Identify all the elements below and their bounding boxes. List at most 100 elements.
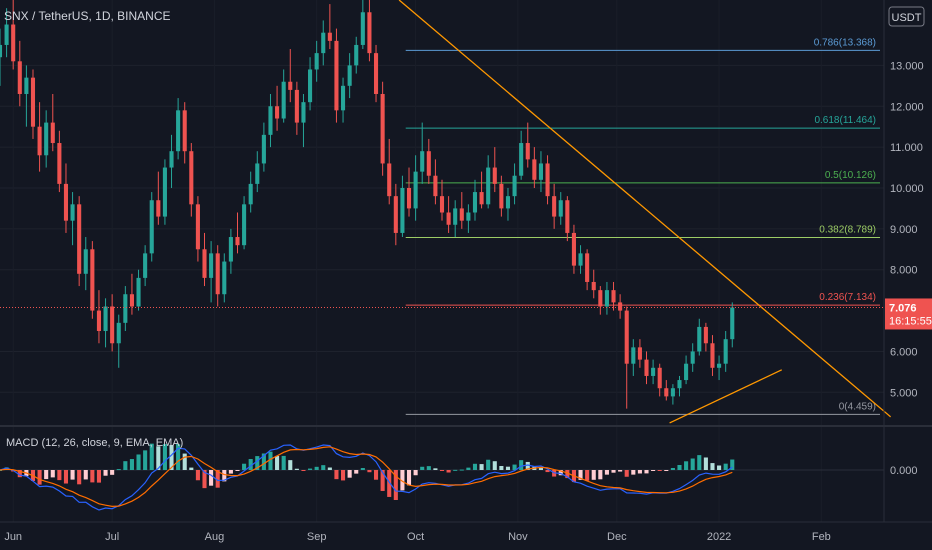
candle-body xyxy=(17,61,22,94)
candle-body xyxy=(268,106,273,135)
macd-histogram-bar xyxy=(710,463,715,470)
macd-histogram-bar xyxy=(235,470,240,471)
candle-body xyxy=(44,122,49,156)
candle-body xyxy=(367,12,372,54)
candle-body xyxy=(420,151,425,172)
candle-body xyxy=(598,290,603,307)
trendlines[interactable] xyxy=(398,0,892,424)
time-axis-label: Jun xyxy=(4,531,22,543)
candle-body xyxy=(723,339,728,364)
price-tag-price: 7.076 xyxy=(889,302,917,314)
trendline[interactable] xyxy=(669,369,783,424)
candle-body xyxy=(294,89,299,123)
candle-body xyxy=(505,196,511,209)
macd-histogram-bar xyxy=(149,443,154,470)
candle-body xyxy=(670,388,675,397)
candle-body xyxy=(426,151,431,176)
candle-body xyxy=(466,212,471,221)
candle-body xyxy=(571,232,576,266)
macd-histogram-bar xyxy=(360,468,365,470)
macd-histogram-bar xyxy=(598,470,603,480)
time-axis-label: Aug xyxy=(205,531,225,543)
candle-body xyxy=(604,290,609,307)
macd-histogram-bar xyxy=(373,470,379,480)
candle-body xyxy=(631,347,636,364)
time-axis-label: 2022 xyxy=(707,531,731,543)
candle-body xyxy=(143,253,148,278)
candle-body xyxy=(545,163,550,197)
candle-body xyxy=(288,81,293,90)
macd-histogram-bar xyxy=(275,455,280,470)
macd-histogram-bar xyxy=(222,470,227,482)
candle-body xyxy=(136,277,141,307)
candle-body xyxy=(360,12,365,45)
macd-histogram-bar xyxy=(400,470,405,491)
candle-body xyxy=(538,163,544,180)
macd-histogram-bar xyxy=(466,467,471,470)
fib-level-label: 0.618(11.464) xyxy=(814,115,876,126)
macd-histogram-bar xyxy=(472,463,478,470)
macd-histogram-bar xyxy=(690,458,695,470)
macd-histogram-bar xyxy=(525,461,530,470)
candle-body xyxy=(0,44,3,58)
macd-histogram-bar xyxy=(387,470,392,497)
candle-body xyxy=(123,294,128,323)
macd-histogram-bar xyxy=(90,470,95,483)
candle-body xyxy=(110,306,115,344)
macd-histogram-bar xyxy=(684,461,689,470)
candle-body xyxy=(57,143,62,184)
candle-body xyxy=(558,200,563,217)
candle-body xyxy=(532,159,537,180)
macd-histogram-bar xyxy=(618,470,623,472)
candle-body xyxy=(684,363,689,381)
macd-histogram-bar xyxy=(519,460,524,470)
candle-body xyxy=(209,253,214,278)
fibonacci-retracement[interactable]: 0.786(13.368) 0.618(11.464) 0.5(10.126) 0.3… xyxy=(405,37,880,415)
candle-body xyxy=(30,77,36,127)
macd-histogram-bar xyxy=(717,465,722,470)
time-axis-label: Oct xyxy=(407,531,424,543)
candle-body xyxy=(618,302,623,311)
macd-histogram-bar xyxy=(288,460,293,470)
macd-histogram-bar xyxy=(136,454,141,470)
candle-body xyxy=(195,204,200,250)
candle-body xyxy=(552,196,557,217)
macd-histogram-bar xyxy=(77,470,82,485)
currency-badge[interactable] xyxy=(888,6,925,27)
price-axis[interactable]: 13.000 12.000 11.000 10.000 9.000 8.000 6.000 5… xyxy=(890,60,924,477)
macd-histogram-bar xyxy=(538,467,544,470)
candlestick-series xyxy=(0,0,735,409)
macd-pane xyxy=(0,443,884,511)
candle-body xyxy=(525,143,530,160)
macd-histogram-bar xyxy=(354,470,359,474)
macd-histogram-bar xyxy=(631,470,636,475)
candle-body xyxy=(446,212,451,225)
candle-body xyxy=(585,253,590,282)
macd-histogram-bar xyxy=(730,459,735,470)
macd-histogram-bar xyxy=(110,470,115,475)
macd-histogram-bar xyxy=(63,470,69,484)
candle-body xyxy=(459,208,464,221)
macd-histogram-bar xyxy=(492,461,497,470)
price-axis-tick-label: 13.000 xyxy=(890,60,924,72)
candle-body xyxy=(717,363,722,368)
candle-body xyxy=(413,171,418,209)
macd-histogram-bar xyxy=(50,470,55,478)
macd-histogram-bar xyxy=(209,470,214,486)
time-axis-label: Jul xyxy=(105,531,119,543)
macd-histogram-bar xyxy=(0,470,3,471)
time-axis[interactable]: Jun Jul Aug Sep Oct Nov Dec 2022 Feb xyxy=(4,531,830,543)
macd-histogram-bar xyxy=(512,464,517,470)
macd-indicator-label[interactable]: MACD (12, 26, close, 9, EMA, EMA) xyxy=(6,437,183,449)
macd-histogram-bar xyxy=(189,467,194,470)
trendline[interactable] xyxy=(398,0,892,418)
symbol-title: SNX / TetherUS, 1D, BINANCE xyxy=(4,9,171,23)
grid-lines xyxy=(0,64,884,393)
macd-histogram-bar xyxy=(314,466,319,470)
candle-body xyxy=(156,200,161,217)
macd-histogram-bar xyxy=(624,470,629,477)
macd-histogram-bar xyxy=(169,444,174,470)
macd-histogram-bar xyxy=(294,468,299,470)
